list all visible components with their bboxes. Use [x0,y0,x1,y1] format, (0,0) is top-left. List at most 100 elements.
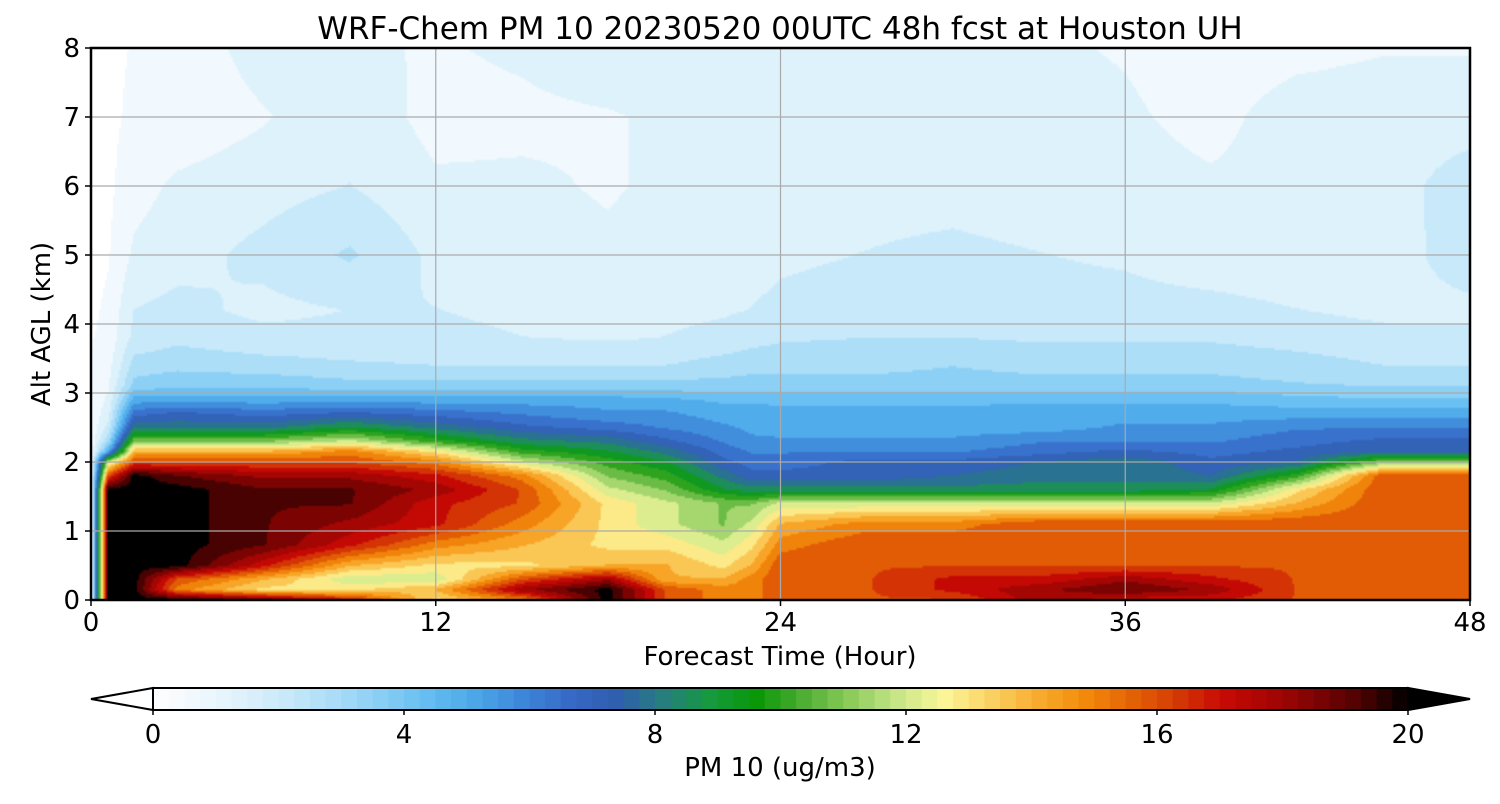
colorbar-swatch [1345,688,1362,710]
colorbar-swatch [576,688,593,710]
colorbar-tick-label: 20 [1391,720,1424,750]
colorbar-swatch [1109,688,1127,710]
colorbar-swatch [482,688,499,710]
colorbar-swatch [513,688,531,710]
y-tick-label: 8 [63,34,80,64]
x-tick-label: 48 [1453,608,1486,638]
colorbar-swatch [655,688,672,710]
colorbar-swatches [153,688,1409,710]
colorbar-swatch [639,688,656,710]
colorbar-swatch [623,688,640,710]
colorbar: 0 4 8 12 16 20 PM 10 (ug/m3) [90,686,1471,783]
y-tick-label: 1 [63,517,80,547]
y-tick-label: 2 [63,448,80,478]
colorbar-swatch [827,688,844,710]
colorbar-swatch [184,688,201,710]
colorbar-swatch [1078,688,1095,710]
y-tick-label: 6 [63,172,80,202]
y-axis-ticks: 0 1 2 3 4 5 6 7 8 [63,34,91,616]
x-axis-label: Forecast Time (Hour) [643,642,916,672]
colorbar-tick-label: 12 [889,720,922,750]
colorbar-swatch [968,688,986,710]
y-tick-label: 0 [63,586,80,616]
colorbar-swatch [1313,688,1331,710]
colorbar-swatch [1204,688,1221,710]
colorbar-swatch [1282,688,1299,710]
colorbar-swatch [1360,688,1378,710]
x-tick-label: 12 [419,608,452,638]
colorbar-swatch [545,688,562,710]
colorbar-swatch [1031,688,1048,710]
colorbar-ticks: 0 4 8 12 16 20 [145,710,1425,750]
x-tick-label: 0 [83,608,100,638]
colorbar-swatch [749,688,766,710]
colorbar-swatch [984,688,1001,710]
colorbar-swatch [1266,688,1284,710]
colorbar-swatch [858,688,876,710]
colorbar-swatch [1376,688,1393,710]
y-tick-label: 5 [63,241,80,271]
colorbar-swatch [1298,688,1315,710]
colorbar-swatch [404,688,421,710]
colorbar-swatch [607,688,625,710]
y-tick-label: 4 [63,310,80,340]
colorbar-swatch [372,688,389,710]
colorbar-swatch [764,688,782,710]
colorbar-swatch [1000,688,1017,710]
colorbar-swatch [1062,688,1080,710]
colorbar-swatch [168,688,185,710]
colorbar-swatch [717,688,735,710]
colorbar-swatch [356,688,374,710]
colorbar-swatch [325,688,342,710]
colorbar-swatch [1251,688,1268,710]
colorbar-swatch [231,688,248,710]
colorbar-swatch [890,688,907,710]
colorbar-tick-label: 4 [396,720,413,750]
colorbar-swatch [906,688,923,710]
colorbar-swatch [1047,688,1064,710]
colorbar-swatch [686,688,703,710]
colorbar-swatch [1235,688,1252,710]
colorbar-swatch [341,688,358,710]
colorbar-swatch [153,688,170,710]
colorbar-swatch [1188,688,1205,710]
colorbar-frame [152,687,1409,711]
colorbar-swatch [1125,688,1142,710]
x-tick-label: 24 [764,608,797,638]
colorbar-swatch [388,688,405,710]
y-tick-label: 7 [63,103,80,133]
colorbar-swatch [843,688,860,710]
colorbar-swatch [874,688,891,710]
colorbar-swatch [278,688,295,710]
colorbar-swatch [498,688,515,710]
colorbar-swatch [811,688,829,710]
colorbar-swatch [733,688,750,710]
y-axis-label: Alt AGL (km) [27,242,57,406]
colorbar-swatch [466,688,484,710]
colorbar-label: PM 10 (ug/m3) [684,753,876,783]
colorbar-swatch [529,688,546,710]
colorbar-swatch [451,688,468,710]
colorbar-swatch [1219,688,1237,710]
x-axis-ticks: 0 12 24 36 48 [83,600,1487,638]
colorbar-swatch [560,688,578,710]
y-tick-label: 3 [63,379,80,409]
colorbar-swatch [1392,688,1409,710]
colorbar-tick-label: 0 [145,720,162,750]
colorbar-extend-min-icon [90,686,154,712]
colorbar-swatch [670,688,687,710]
chart-title: WRF-Chem PM 10 20230520 00UTC 48h fcst a… [317,11,1242,47]
colorbar-swatch [953,688,970,710]
colorbar-swatch [1172,688,1189,710]
colorbar-swatch [1141,688,1158,710]
colorbar-swatch [1157,688,1174,710]
colorbar-swatch [921,688,938,710]
colorbar-swatch [262,688,280,710]
colorbar-extend-max-icon [1407,686,1471,712]
colorbar-swatch [309,688,327,710]
colorbar-swatch [1015,688,1033,710]
colorbar-swatch [200,688,217,710]
